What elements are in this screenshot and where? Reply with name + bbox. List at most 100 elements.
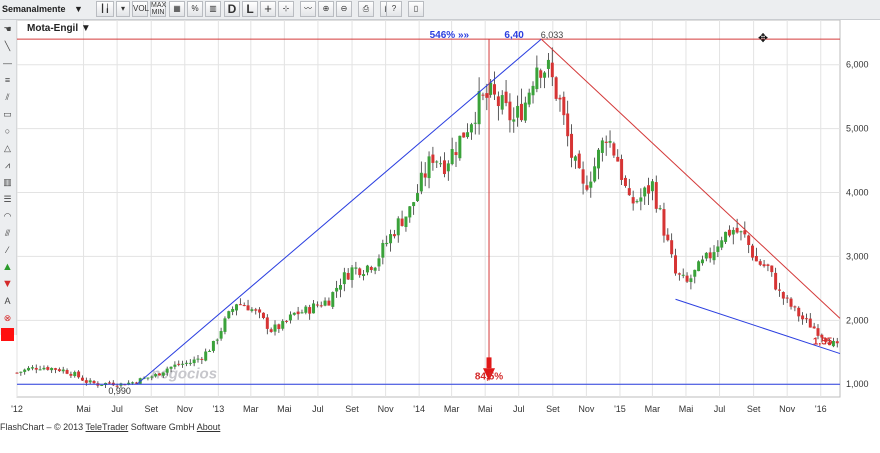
candle-body: [797, 307, 801, 317]
candle-body: [331, 292, 335, 307]
teletrader-link[interactable]: TeleTrader: [85, 422, 129, 432]
candle-body: [666, 234, 670, 241]
candle-body: [404, 216, 408, 227]
candle-body: [585, 185, 589, 190]
candle-body: [450, 149, 454, 165]
candle-body: [446, 163, 450, 172]
arc-icon[interactable]: ◠: [3, 211, 12, 221]
x-tick-label: Nov: [779, 404, 796, 414]
arrow-up-icon[interactable]: ▲: [2, 261, 13, 273]
fibonacci-icon[interactable]: ▥: [3, 177, 12, 187]
candle-body: [512, 119, 516, 122]
candle-body: [192, 359, 196, 364]
candle-body: [42, 367, 46, 370]
maxmin-button[interactable]: MAX MIN: [150, 1, 167, 17]
candle-body: [231, 308, 235, 312]
x-tick-label: Jul: [312, 404, 324, 414]
candle-body: [346, 272, 350, 280]
footer-prefix: FlashChart – © 2013: [0, 422, 84, 432]
line-icon[interactable]: ╲: [4, 41, 11, 51]
crosshair-icon[interactable]: +: [260, 1, 276, 17]
candle-body: [543, 72, 547, 78]
candle-body: [458, 135, 462, 159]
candle-body: [743, 230, 747, 235]
crosshair-alt-icon[interactable]: ⊹: [278, 1, 294, 17]
indicator-icon[interactable]: ▥: [205, 1, 221, 17]
compare-icon[interactable]: 〰: [300, 1, 316, 17]
watermark-group: negocios: [151, 365, 217, 382]
print-icon[interactable]: ⎙: [358, 1, 374, 17]
delete-icon[interactable]: ⊗: [3, 313, 12, 323]
help-button[interactable]: ?: [386, 1, 402, 17]
candle-body: [570, 133, 574, 158]
candle-body: [835, 341, 839, 344]
text-icon[interactable]: A: [4, 296, 11, 306]
peak-close-label: 6,033: [541, 30, 564, 40]
fan-icon[interactable]: ⩘: [4, 160, 11, 170]
candle-body: [785, 297, 789, 299]
l-button[interactable]: L: [242, 1, 258, 17]
percent-button[interactable]: %: [187, 1, 203, 17]
drop-arrow-head: [483, 368, 496, 382]
dropdown-arrow-icon[interactable]: ▾: [116, 1, 130, 17]
candle-body: [296, 311, 300, 315]
candle-body: [808, 318, 812, 328]
candle-body: [442, 160, 446, 175]
candle-body: [57, 369, 61, 372]
candle-body: [173, 364, 177, 367]
candle-body: [154, 374, 158, 377]
horizontal-line-icon[interactable]: —: [3, 58, 12, 68]
candle-body: [801, 315, 805, 320]
hand-icon[interactable]: ☚: [3, 24, 12, 34]
parallel-lines-icon[interactable]: ≡: [4, 75, 11, 85]
triangle-icon[interactable]: △: [4, 143, 11, 153]
about-link[interactable]: About: [196, 422, 221, 432]
x-tick-label: Mai: [478, 404, 493, 414]
regression-icon[interactable]: ⫻: [4, 228, 11, 238]
d-button[interactable]: D: [224, 1, 240, 17]
x-tick-label: Nov: [177, 404, 194, 414]
zoom-in-icon[interactable]: ⊕: [318, 1, 334, 17]
candle-body: [134, 382, 138, 384]
fibonacci-levels-icon[interactable]: ☰: [3, 194, 12, 204]
x-tick-label: '15: [614, 404, 626, 414]
arrow-down-icon[interactable]: ▼: [2, 278, 13, 290]
chevron-down-icon: ▼: [74, 4, 83, 14]
book-icon[interactable]: ▯: [408, 1, 424, 17]
candle-body: [327, 300, 331, 306]
candle-body: [616, 156, 620, 162]
candle-body: [716, 246, 720, 252]
candle-body: [300, 312, 304, 314]
candle-body: [462, 132, 466, 138]
volume-button[interactable]: VOL: [132, 1, 149, 17]
x-tick-label: Jul: [111, 404, 123, 414]
candle-body: [285, 320, 289, 322]
candle-body: [573, 156, 577, 161]
y-tick-label: 2,000: [846, 315, 869, 325]
x-tick-label: Jul: [714, 404, 726, 414]
rectangle-icon[interactable]: ▭: [3, 109, 12, 119]
channel-icon[interactable]: ⫽: [5, 92, 10, 102]
candle-body: [204, 351, 208, 361]
x-tick-label: Mai: [76, 404, 91, 414]
candle-body: [261, 312, 265, 318]
candle-body: [54, 368, 58, 370]
grid-icon[interactable]: ▦: [169, 1, 185, 17]
color-picker[interactable]: [1, 328, 14, 341]
zoom-out-icon[interactable]: ⊖: [336, 1, 352, 17]
candle-body: [265, 317, 269, 329]
candle-body: [481, 94, 485, 96]
support-trend-line: [675, 298, 841, 355]
candle-body: [554, 77, 558, 99]
period-dropdown[interactable]: Semanalmente ▼: [2, 2, 90, 16]
candle-body: [581, 169, 585, 184]
gann-icon[interactable]: ⁄: [6, 245, 9, 255]
x-tick-label: Nov: [378, 404, 395, 414]
candle-body: [550, 62, 554, 78]
x-tick-label: '12: [11, 404, 23, 414]
candle-body: [107, 382, 111, 384]
candle-body: [342, 272, 346, 285]
candlestick-icon[interactable]: ┃╽: [96, 1, 114, 17]
circle-icon[interactable]: ○: [4, 126, 11, 136]
candle-body: [435, 161, 439, 163]
